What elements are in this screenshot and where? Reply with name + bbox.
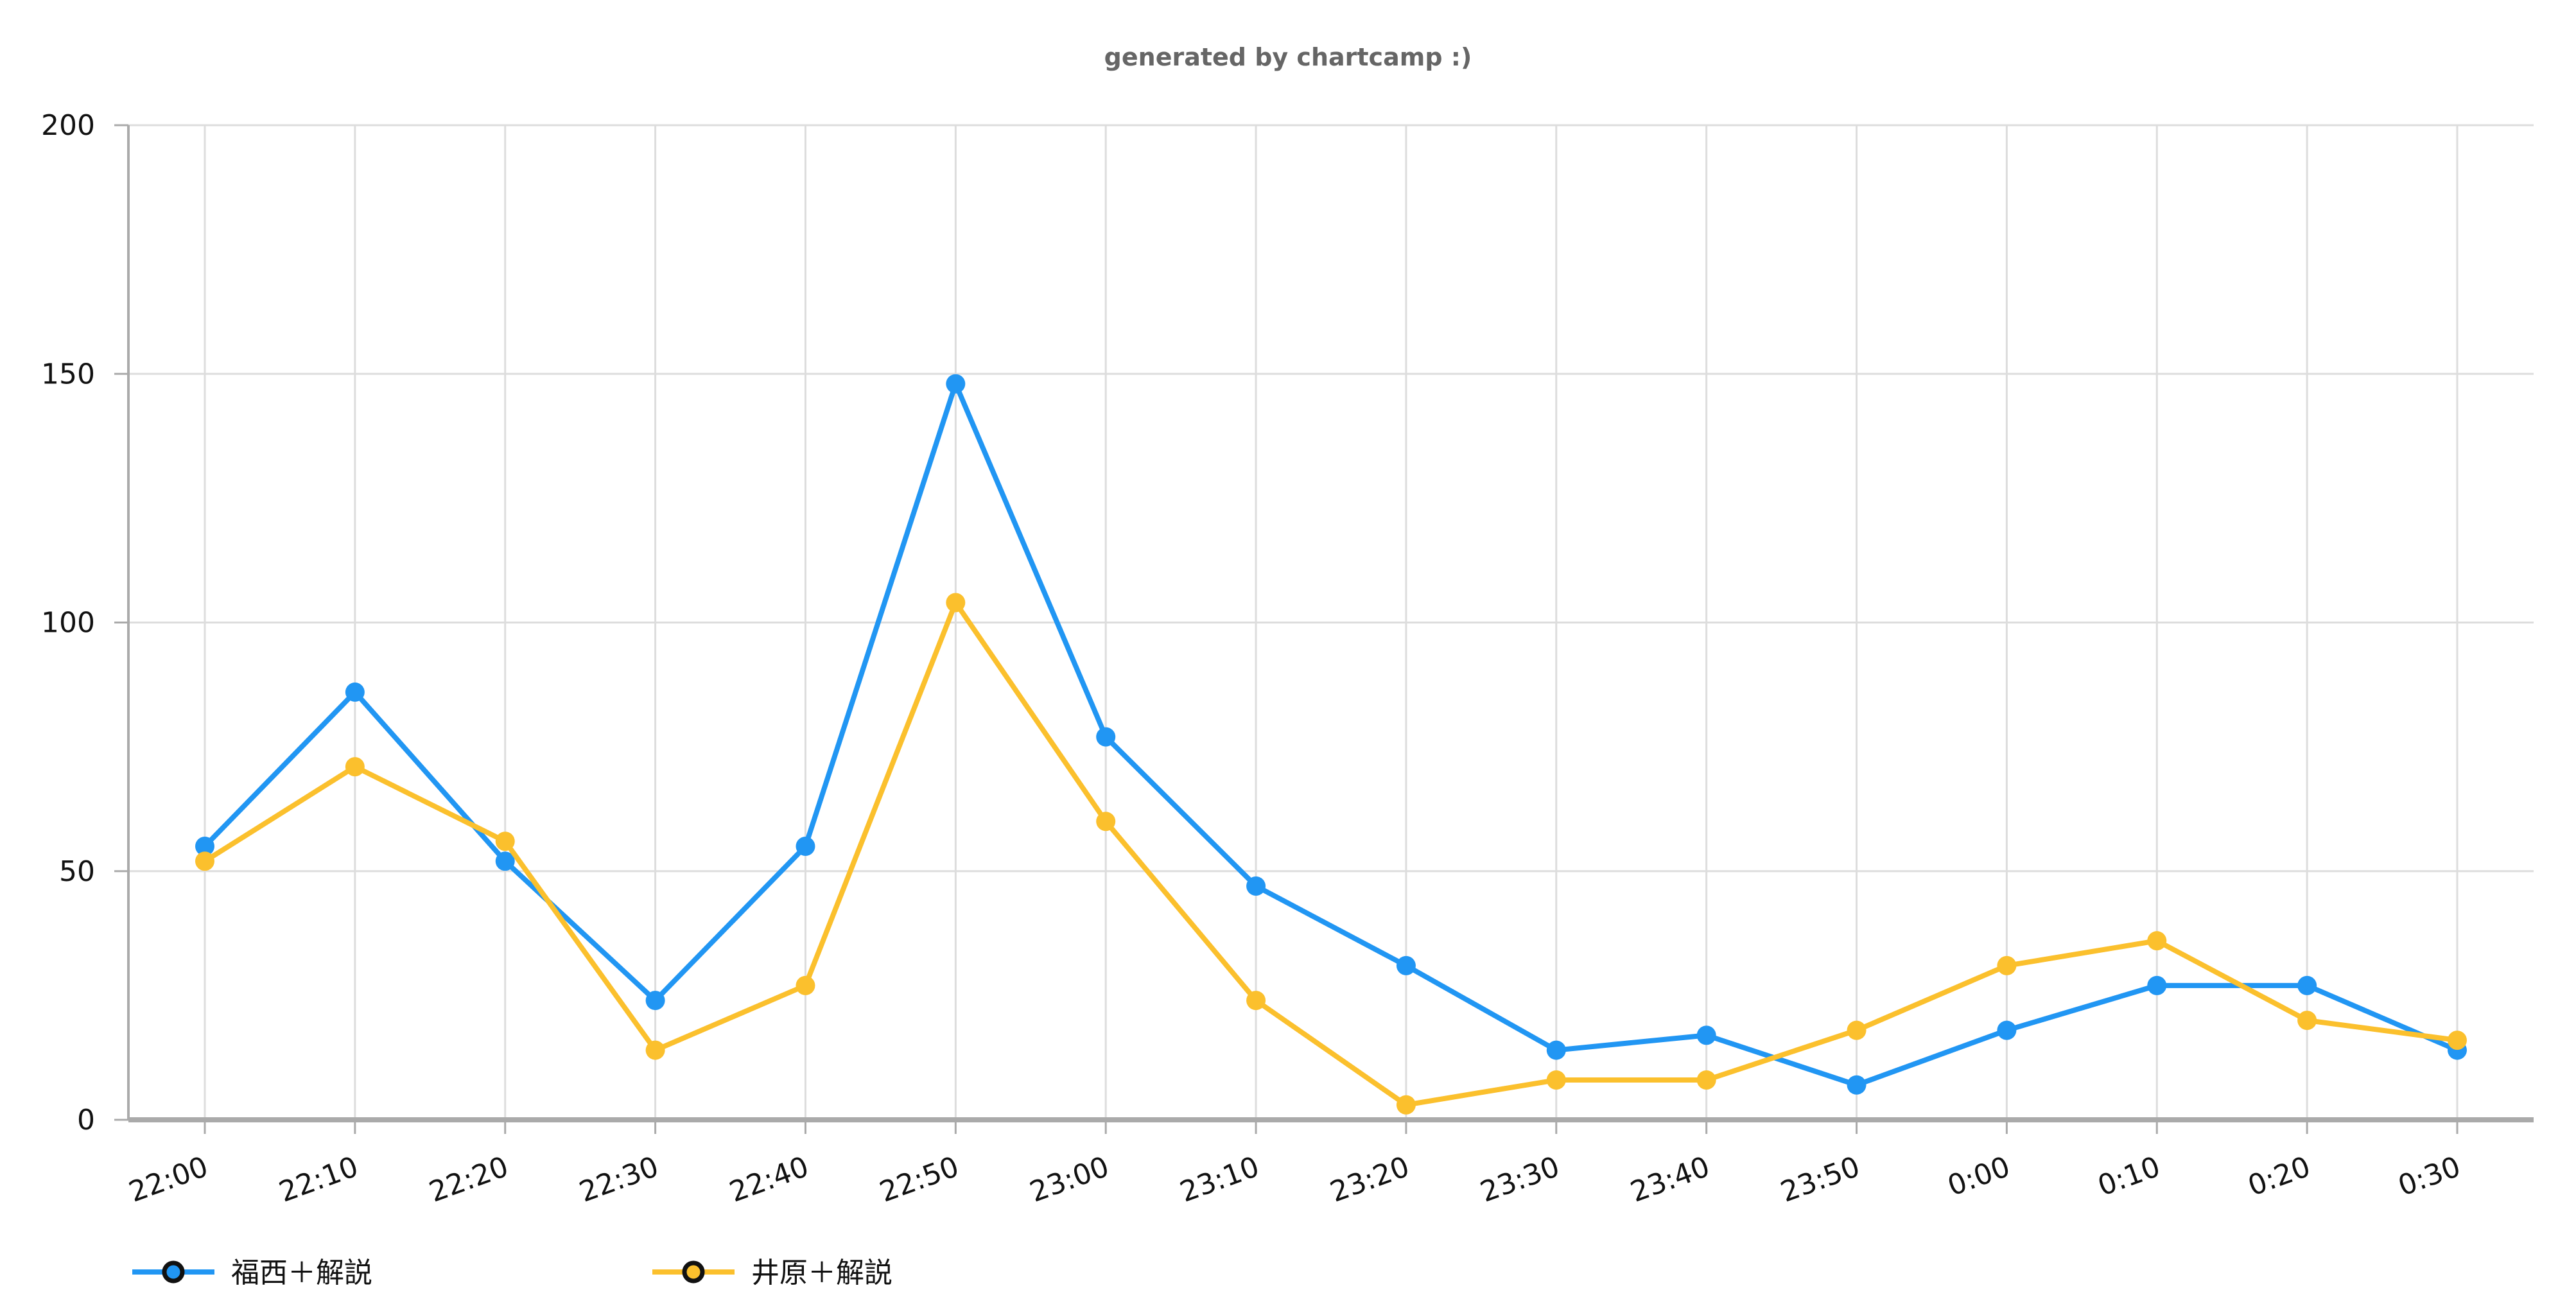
x-tick-label: 0:10 [2094,1150,2164,1203]
y-tick-label: 100 [41,607,95,640]
data-point [1396,955,1416,975]
x-tick-label: 22:50 [875,1150,963,1208]
data-point [1096,812,1116,832]
data-point [2297,975,2317,995]
data-point [195,851,214,871]
x-tick-label: 23:50 [1777,1150,1865,1208]
series-0 [195,374,2467,1095]
legend-marker-icon [162,1260,185,1284]
y-tick-label: 150 [41,358,95,390]
data-point [1997,955,2017,975]
x-tick-label: 23:00 [1025,1150,1113,1208]
data-point [645,991,665,1011]
series-line [203,600,2458,1108]
data-point [1546,1040,1566,1060]
data-point [1396,1095,1416,1115]
data-point [946,374,966,394]
y-tick-label: 50 [59,855,95,888]
data-point [2147,975,2167,995]
x-tick-label: 22:40 [726,1150,814,1208]
data-point [345,757,365,777]
data-point [1246,991,1266,1011]
chart-title: generated by chartcamp :) [1104,43,1472,71]
data-point [645,1040,665,1060]
data-point [796,837,815,857]
x-tick-label: 22:00 [125,1150,213,1208]
x-tick-label: 23:20 [1326,1150,1414,1208]
data-point [495,832,515,851]
data-point [345,682,365,702]
data-point [195,837,214,857]
series-line [203,381,2459,1088]
x-tick-label: 23:30 [1476,1150,1564,1208]
data-point [2448,1031,2467,1050]
data-point [495,851,515,871]
legend-item-1[interactable]: 井原＋解説 [652,1257,892,1289]
data-point [1096,727,1116,747]
y-tick-label: 200 [41,109,95,142]
x-tick-label: 22:20 [425,1150,513,1208]
data-point [796,975,815,995]
x-tick-label: 0:20 [2244,1150,2315,1203]
series-1 [195,593,2467,1115]
legend-label: 井原＋解説 [751,1257,892,1289]
data-point [1696,1070,1716,1090]
data-point [1847,1075,1867,1095]
y-tick-label: 0 [77,1104,95,1136]
data-point [1696,1025,1716,1045]
data-point [2297,1011,2317,1031]
data-point [946,593,966,613]
x-tick-label: 23:40 [1626,1150,1714,1208]
legend-item-0[interactable]: 福西＋解説 [132,1257,372,1289]
data-point [2147,931,2167,951]
x-tick-label: 22:30 [575,1150,663,1208]
x-tick-label: 0:00 [1944,1150,2014,1203]
x-tick-label: 0:30 [2394,1150,2464,1203]
legend-label: 福西＋解説 [231,1257,372,1289]
legend-marker-icon [682,1260,705,1284]
data-point [1997,1020,2017,1040]
data-point [1246,876,1266,896]
x-tick-label: 23:10 [1176,1150,1264,1208]
data-point [1546,1070,1566,1090]
x-tick-label: 22:10 [275,1150,363,1208]
data-point [1847,1020,1867,1040]
